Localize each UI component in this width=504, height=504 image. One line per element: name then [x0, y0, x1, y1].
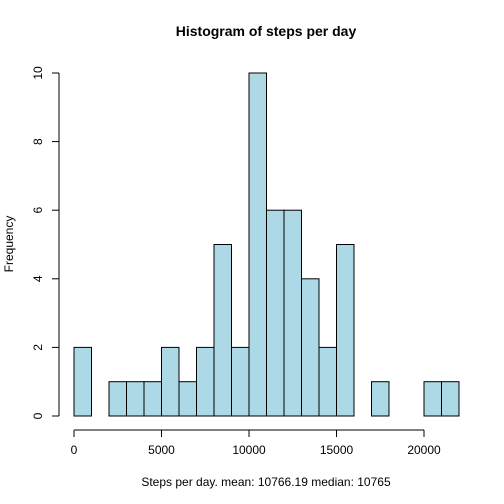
histogram-bar: [441, 381, 460, 417]
histogram-bar: [423, 381, 442, 417]
histogram-bar: [371, 381, 390, 417]
histogram-bar: [161, 346, 180, 417]
y-tick-label: 6: [31, 207, 45, 214]
histogram-bar: [231, 346, 250, 417]
histogram-bar: [213, 244, 232, 417]
chart-title: Histogram of steps per day: [176, 23, 357, 39]
histogram-bar: [143, 381, 162, 417]
x-tick-label: 20000: [407, 443, 441, 457]
histogram-bar: [336, 244, 355, 417]
y-tick-label: 0: [31, 412, 45, 419]
histogram-bar: [196, 346, 215, 417]
histogram-bar: [73, 346, 92, 417]
y-tick-label: 8: [31, 138, 45, 145]
y-tick-label: 4: [31, 275, 45, 282]
histogram-bar: [108, 381, 127, 417]
y-axis-label: Frequency: [2, 216, 16, 273]
histogram-bar: [178, 381, 197, 417]
y-axis: 0 2 4 6 8 10: [31, 66, 60, 419]
histogram-bar: [266, 209, 285, 417]
bars-group: [73, 72, 460, 417]
x-axis-label: Steps per day. mean: 10766.19 median: 10…: [141, 475, 391, 489]
x-tick-label: 15000: [320, 443, 354, 457]
x-tick-label: 5000: [148, 443, 175, 457]
histogram-bar: [301, 278, 320, 417]
histogram-bar: [283, 209, 302, 417]
x-tick-label: 0: [71, 443, 78, 457]
x-tick-label: 10000: [232, 443, 266, 457]
y-tick-label: 10: [31, 66, 45, 80]
histogram-bar: [126, 381, 145, 417]
x-axis: 0 5000 10000 15000 20000: [71, 429, 441, 457]
histogram-bar: [248, 72, 267, 417]
histogram-bar: [318, 346, 337, 417]
y-tick-label: 2: [31, 344, 45, 351]
